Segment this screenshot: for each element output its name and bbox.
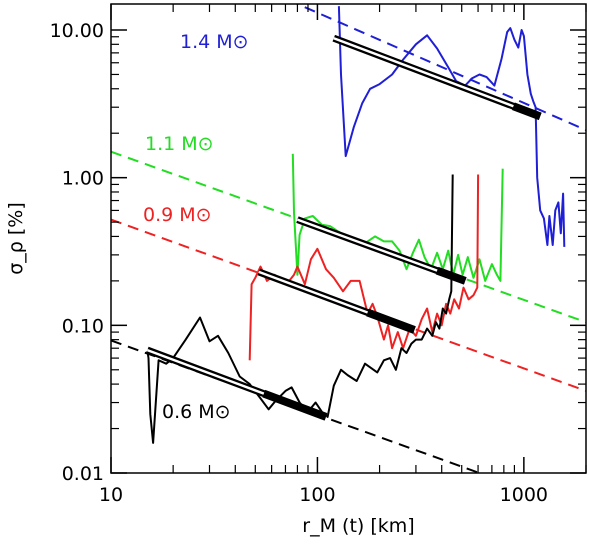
y-tick-label: 0.01 xyxy=(62,463,104,485)
tick-layer xyxy=(110,4,587,474)
label-layer: 10 100 1000 0.01 0.10 1.00 10.00 r_M (t) [km] σ_… xyxy=(5,20,548,537)
y-tick-label: 0.10 xyxy=(62,315,104,337)
fit-segment-inner-0 xyxy=(333,37,541,118)
y-axis-title: σ_ρ [%] xyxy=(5,202,27,275)
x-axis-title: r_M (t) [km] xyxy=(302,515,414,537)
fit-segment-thick-2 xyxy=(366,308,416,334)
fit-segment-thick-1 xyxy=(435,266,467,285)
mass-label-0: 1.4 M⊙ xyxy=(180,31,249,53)
x-tick-label: 1000 xyxy=(500,484,548,506)
mass-label-1: 1.1 M⊙ xyxy=(145,133,214,155)
y-tick-label: 1.00 xyxy=(62,168,104,190)
y-tick-label: 10.00 xyxy=(50,20,104,42)
fit-segment-thick-0 xyxy=(511,102,542,121)
fit-segment-thick-3 xyxy=(262,389,328,421)
mass-label-2: 0.9 M⊙ xyxy=(143,204,212,226)
series-layer xyxy=(111,4,586,473)
series-line-1 xyxy=(291,153,504,282)
x-tick-label: 100 xyxy=(299,484,335,506)
series-line-3 xyxy=(146,174,454,444)
x-tick-label: 10 xyxy=(99,484,123,506)
plot-frame xyxy=(110,3,587,474)
series-line-0 xyxy=(337,6,566,247)
fit-layer xyxy=(146,34,542,421)
dashed-scaling-line-0 xyxy=(295,4,586,132)
mass-label-3: 0.6 M⊙ xyxy=(162,401,231,423)
dashed-scaling-line-3 xyxy=(111,339,483,473)
